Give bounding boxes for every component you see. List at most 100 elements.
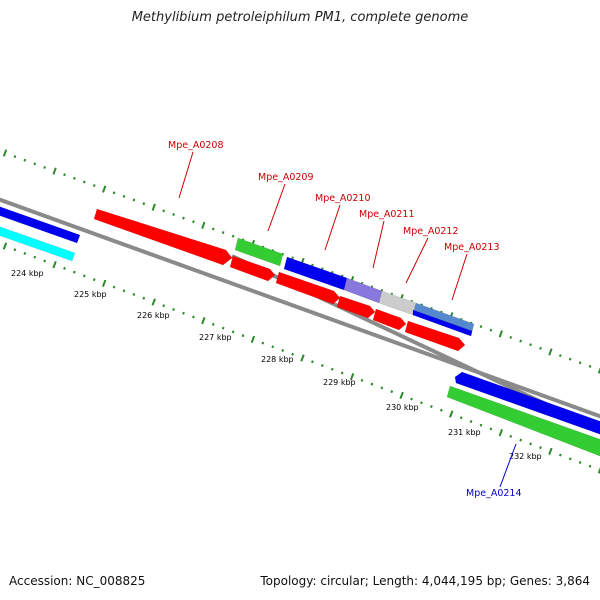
outer-minor-tick: [519, 339, 523, 343]
gene-arrow-blue-left[interactable]: [0, 205, 81, 244]
inner-major-tick: [597, 467, 600, 474]
outer-minor-tick: [539, 346, 542, 350]
inner-minor-tick: [459, 416, 463, 420]
outer-major-tick: [2, 149, 8, 157]
kbp-label: 232 kbp: [509, 452, 542, 461]
outer-minor-tick: [211, 227, 215, 231]
gene-arrow-mpe-a0212[interactable]: [378, 290, 417, 316]
inner-major-tick: [449, 410, 454, 418]
inner-minor-tick: [211, 322, 215, 326]
inner-minor-tick: [192, 315, 195, 319]
inner-minor-tick: [390, 390, 394, 394]
gene-label-mpe-a0208[interactable]: Mpe_A0208: [168, 140, 224, 151]
gene-leader-line: [324, 204, 341, 251]
gene-arrow-mpe-a0209[interactable]: [234, 237, 284, 267]
inner-major-tick: [101, 279, 107, 287]
outer-major-tick: [597, 367, 600, 374]
gene-arrow-red-row-4[interactable]: [404, 320, 466, 352]
inner-tick-ring: [2, 242, 600, 474]
inner-minor-tick: [439, 408, 443, 412]
outer-minor-tick: [33, 162, 37, 166]
inner-minor-tick: [539, 446, 542, 450]
inner-minor-tick: [162, 304, 166, 308]
outer-minor-tick: [43, 165, 47, 169]
gene-arrow-mpe-a0214[interactable]: [446, 385, 600, 458]
gene-label-mpe-a0211[interactable]: Mpe_A0211: [359, 209, 415, 220]
inner-minor-tick: [469, 419, 473, 423]
inner-minor-tick: [519, 438, 523, 442]
outer-minor-tick: [92, 184, 96, 188]
outer-minor-tick: [23, 158, 27, 162]
gene-leader-line: [372, 220, 385, 269]
inner-major-tick: [548, 447, 553, 455]
inner-minor-tick: [13, 248, 17, 252]
outer-minor-tick: [13, 155, 17, 159]
gene-arrow-red-row-3[interactable]: [372, 308, 407, 331]
outer-minor-tick: [221, 231, 225, 235]
outer-major-tick: [548, 348, 553, 356]
topology-text: Topology: circular; Length: 4,044,195 bp…: [260, 574, 590, 588]
inner-major-tick: [2, 242, 8, 250]
inner-minor-tick: [410, 397, 413, 401]
inner-minor-tick: [231, 330, 235, 334]
backbone-strand-upper: [0, 197, 600, 419]
inner-major-tick: [300, 354, 305, 362]
gene-label-mpe-a0210[interactable]: Mpe_A0210: [315, 193, 371, 204]
inner-minor-tick: [420, 401, 423, 405]
outer-minor-tick: [122, 194, 126, 198]
inner-minor-tick: [479, 423, 483, 427]
kbp-label: 227 kbp: [199, 333, 232, 342]
gene-label-mpe-a0213[interactable]: Mpe_A0213: [444, 242, 500, 253]
inner-minor-tick: [588, 464, 592, 468]
kbp-scale-labels: 224 kbp 225 kbp 226 kbp 227 kbp 228 kbp 229 k…: [11, 269, 542, 461]
gene-arrow-cyan-left[interactable]: [0, 225, 76, 262]
outer-major-tick: [52, 167, 57, 175]
outer-major-tick: [201, 221, 206, 229]
kbp-label: 229 kbp: [323, 378, 356, 387]
inner-minor-tick: [291, 352, 294, 356]
inner-minor-tick: [63, 266, 66, 270]
kbp-label: 231 kbp: [448, 428, 481, 437]
gene-label-mpe-a0212[interactable]: Mpe_A0212: [403, 226, 459, 237]
inner-minor-tick: [142, 296, 146, 300]
inner-minor-tick: [221, 326, 225, 330]
kbp-label: 225 kbp: [74, 290, 107, 299]
outer-minor-tick: [291, 256, 294, 260]
outer-minor-tick: [568, 357, 572, 361]
outer-minor-tick: [479, 325, 483, 329]
outer-minor-tick: [588, 364, 592, 368]
inner-minor-tick: [281, 349, 285, 353]
inner-minor-tick: [112, 285, 116, 289]
kbp-label: 226 kbp: [137, 311, 170, 320]
outer-minor-tick: [132, 198, 136, 202]
gene-label-mpe-a0209[interactable]: Mpe_A0209: [258, 172, 314, 183]
inner-minor-tick: [182, 311, 185, 315]
inner-major-tick: [52, 261, 57, 269]
genome-title: Methylibium petroleiphilum PM1, complete…: [131, 10, 469, 25]
outer-minor-tick: [82, 180, 86, 184]
accession-text: Accession: NC_008825: [9, 574, 146, 588]
inner-minor-tick: [261, 341, 265, 345]
gene-label-mpe-a0214[interactable]: Mpe_A0214: [466, 488, 522, 499]
outer-minor-tick: [529, 343, 532, 347]
inner-minor-tick: [172, 307, 175, 311]
inner-minor-tick: [370, 382, 374, 386]
gene-leader-line: [499, 443, 517, 488]
outer-minor-tick: [112, 191, 116, 195]
outer-minor-tick: [162, 209, 166, 213]
inner-minor-tick: [558, 453, 562, 457]
gene-arrow-red-row-1[interactable]: [275, 271, 341, 305]
inner-major-tick: [399, 391, 404, 399]
inner-minor-tick: [82, 274, 86, 278]
gene-arrow-red-row-2[interactable]: [336, 295, 376, 319]
outer-major-tick: [498, 330, 503, 338]
outer-major-tick: [102, 185, 107, 193]
gene-arrow-red-under-a0209[interactable]: [229, 255, 276, 282]
gene-arrow-mpe-a0208[interactable]: [93, 208, 233, 266]
inner-minor-tick: [489, 427, 493, 431]
inner-major-tick: [349, 373, 355, 381]
gene-arrow-blue-right[interactable]: [454, 371, 600, 436]
inner-major-tick: [151, 298, 156, 306]
outer-minor-tick: [578, 361, 582, 365]
